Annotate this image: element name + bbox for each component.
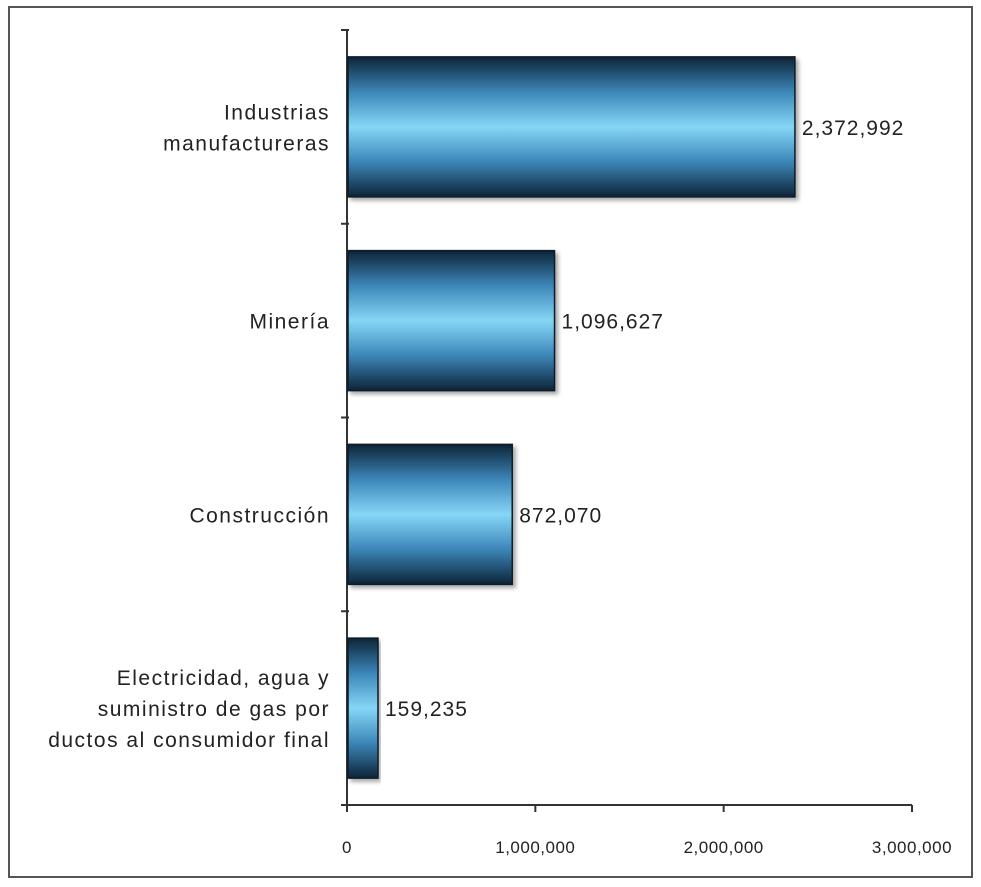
data-label: 2,372,992 bbox=[802, 117, 904, 140]
x-tick-label: 1,000,000 bbox=[495, 838, 575, 857]
data-label: 1,096,627 bbox=[562, 311, 664, 334]
bar bbox=[347, 637, 379, 779]
x-tick-label: 0 bbox=[342, 838, 352, 857]
category-label: Electricidad, agua y suministro de gas po… bbox=[48, 667, 330, 752]
labels: 0 1,000,000 2,000,000 3,000,000 2,372,992 Ind… bbox=[48, 101, 952, 857]
axes bbox=[341, 29, 913, 812]
category-label: Construcción bbox=[189, 504, 330, 527]
category-label: Minería bbox=[249, 311, 330, 334]
x-tick-label: 2,000,000 bbox=[684, 838, 764, 857]
category-label: Industrias manufactureras bbox=[163, 101, 330, 155]
bar bbox=[347, 249, 556, 392]
x-tick-label: 3,000,000 bbox=[872, 838, 952, 857]
bar bbox=[347, 56, 796, 198]
data-label: 872,070 bbox=[519, 504, 602, 527]
bars bbox=[347, 56, 796, 779]
bar bbox=[347, 443, 513, 586]
data-label: 159,235 bbox=[385, 698, 468, 721]
